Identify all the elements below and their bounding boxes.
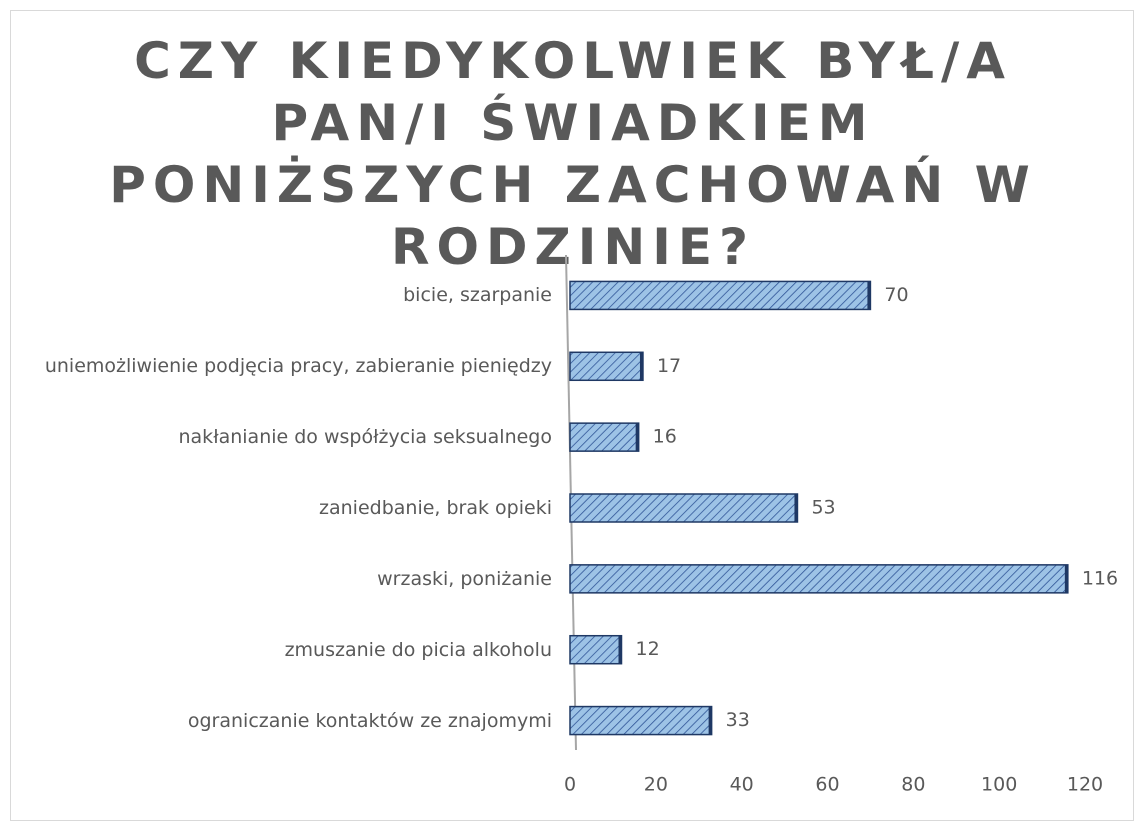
- x-tick-label: 20: [644, 774, 668, 796]
- data-label: 53: [811, 497, 835, 519]
- bar-side: [708, 706, 712, 735]
- bar-side: [794, 494, 798, 522]
- x-tick-label: 80: [901, 774, 925, 796]
- bar: [569, 493, 799, 523]
- y-tick-label: ograniczanie kontaktów ze znajomymi: [187, 709, 552, 732]
- data-label: 12: [636, 638, 660, 660]
- bar: [569, 351, 644, 382]
- bar: [569, 280, 872, 311]
- data-label: 33: [726, 709, 750, 731]
- data-label: 70: [884, 284, 908, 306]
- y-tick-label: zaniedbanie, brak opieki: [319, 497, 552, 519]
- bar: [569, 564, 1069, 594]
- bar-side: [618, 635, 622, 664]
- data-label: 17: [657, 355, 681, 377]
- y-tick-label: zmuszanie do picia alkoholu: [284, 638, 552, 661]
- bar: [569, 634, 623, 665]
- bar: [569, 705, 713, 736]
- x-tick-label: 100: [981, 774, 1017, 796]
- y-tick-label: uniemożliwienie podjęcia pracy, zabieran…: [44, 355, 552, 378]
- x-tick-label: 120: [1067, 774, 1103, 796]
- x-tick-label: 0: [564, 774, 576, 796]
- y-tick-label: nakłanianie do współżycia seksualnego: [178, 426, 553, 449]
- chart-frame: [10, 10, 1134, 821]
- bar-side: [639, 352, 643, 381]
- bar-side: [1064, 564, 1068, 593]
- y-tick-label: bicie, szarpanie: [403, 284, 552, 307]
- x-tick-label: 60: [815, 774, 839, 796]
- data-label: 16: [653, 426, 677, 448]
- bar-side: [867, 281, 871, 310]
- y-tick-label: wrzaski, poniżanie: [377, 567, 552, 590]
- chart-title: CZY KIEDYKOLWIEK BYŁ/A PAN/I ŚWIADKIEM P…: [109, 32, 1037, 276]
- bar: [569, 422, 640, 452]
- data-label: 116: [1082, 567, 1118, 589]
- x-tick-label: 40: [730, 774, 754, 796]
- bar-side: [635, 423, 639, 452]
